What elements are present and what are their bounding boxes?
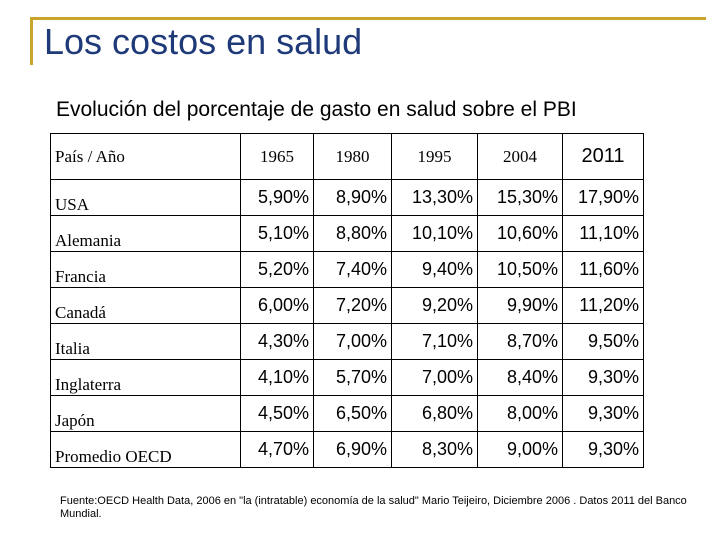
value-cell: 17,90% bbox=[562, 179, 644, 216]
value-cell: 4,70% bbox=[240, 431, 314, 468]
title-accent-line-left bbox=[30, 17, 33, 65]
title-accent-line-top bbox=[30, 17, 706, 20]
source-note: Fuente:OECD Health Data, 2006 en "la (in… bbox=[60, 495, 687, 520]
value-cell: 8,30% bbox=[391, 431, 478, 468]
table-row: Italia 4,30% 7,00% 7,10% 8,70% 9,50% bbox=[50, 323, 644, 360]
value-cell: 13,30% bbox=[391, 179, 478, 216]
value-cell: 6,80% bbox=[391, 395, 478, 432]
country-cell: Francia bbox=[50, 251, 241, 288]
value-cell: 9,40% bbox=[391, 251, 478, 288]
value-cell: 7,10% bbox=[391, 323, 478, 360]
value-cell: 9,30% bbox=[562, 431, 644, 468]
value-cell: 7,00% bbox=[391, 359, 478, 396]
value-cell: 9,30% bbox=[562, 395, 644, 432]
value-cell: 15,30% bbox=[477, 179, 563, 216]
value-cell: 5,10% bbox=[240, 215, 314, 252]
country-cell: USA bbox=[50, 179, 241, 216]
value-cell: 9,00% bbox=[477, 431, 563, 468]
value-cell: 7,40% bbox=[313, 251, 392, 288]
value-cell: 9,90% bbox=[477, 287, 563, 324]
table-row: Alemania 5,10% 8,80% 10,10% 10,60% 11,10% bbox=[50, 215, 644, 252]
header-year: 1965 bbox=[240, 133, 314, 180]
value-cell: 9,30% bbox=[562, 359, 644, 396]
table-row: Canadá 6,00% 7,20% 9,20% 9,90% 11,20% bbox=[50, 287, 644, 324]
value-cell: 4,10% bbox=[240, 359, 314, 396]
value-cell: 11,20% bbox=[562, 287, 644, 324]
header-year: 1995 bbox=[391, 133, 478, 180]
value-cell: 5,70% bbox=[313, 359, 392, 396]
table-row: Promedio OECD 4,70% 6,90% 8,30% 9,00% 9,30% bbox=[50, 431, 644, 468]
value-cell: 9,20% bbox=[391, 287, 478, 324]
value-cell: 6,90% bbox=[313, 431, 392, 468]
value-cell: 6,50% bbox=[313, 395, 392, 432]
header-year: 1980 bbox=[313, 133, 392, 180]
table-row: Japón 4,50% 6,50% 6,80% 8,00% 9,30% bbox=[50, 395, 644, 432]
value-cell: 8,70% bbox=[477, 323, 563, 360]
value-cell: 10,10% bbox=[391, 215, 478, 252]
table-row: Inglaterra 4,10% 5,70% 7,00% 8,40% 9,30% bbox=[50, 359, 644, 396]
value-cell: 9,50% bbox=[562, 323, 644, 360]
value-cell: 7,20% bbox=[313, 287, 392, 324]
slide-title: Los costos en salud bbox=[44, 21, 363, 62]
country-cell: Inglaterra bbox=[50, 359, 241, 396]
value-cell: 10,60% bbox=[477, 215, 563, 252]
value-cell: 8,80% bbox=[313, 215, 392, 252]
value-cell: 6,00% bbox=[240, 287, 314, 324]
value-cell: 10,50% bbox=[477, 251, 563, 288]
value-cell: 7,00% bbox=[313, 323, 392, 360]
value-cell: 5,90% bbox=[240, 179, 314, 216]
value-cell: 11,10% bbox=[562, 215, 644, 252]
table-row: Francia 5,20% 7,40% 9,40% 10,50% 11,60% bbox=[50, 251, 644, 288]
header-year: 2004 bbox=[477, 133, 563, 180]
value-cell: 8,90% bbox=[313, 179, 392, 216]
value-cell: 11,60% bbox=[562, 251, 644, 288]
country-cell: Promedio OECD bbox=[50, 431, 241, 468]
slide-subtitle: Evolución del porcentaje de gasto en sal… bbox=[56, 98, 577, 121]
table-header-row: País / Año 1965 1980 1995 2004 2011 bbox=[50, 133, 644, 180]
country-cell: Alemania bbox=[50, 215, 241, 252]
value-cell: 4,50% bbox=[240, 395, 314, 432]
value-cell: 4,30% bbox=[240, 323, 314, 360]
header-country-label: País / Año bbox=[50, 133, 241, 180]
health-spending-table: País / Año 1965 1980 1995 2004 2011 USA 5… bbox=[50, 133, 644, 468]
value-cell: 8,00% bbox=[477, 395, 563, 432]
country-cell: Italia bbox=[50, 323, 241, 360]
country-cell: Japón bbox=[50, 395, 241, 432]
table-row: USA 5,90% 8,90% 13,30% 15,30% 17,90% bbox=[50, 179, 644, 216]
header-year: 2011 bbox=[562, 133, 644, 180]
country-cell: Canadá bbox=[50, 287, 241, 324]
value-cell: 8,40% bbox=[477, 359, 563, 396]
value-cell: 5,20% bbox=[240, 251, 314, 288]
